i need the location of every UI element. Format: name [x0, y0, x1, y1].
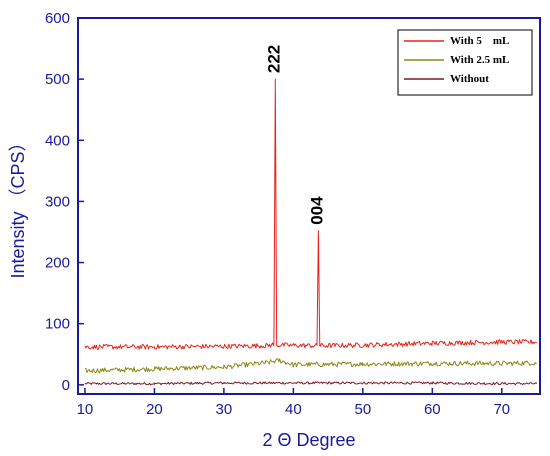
- x-tick-label: 40: [285, 401, 302, 418]
- series-lines: 222 004: [84, 45, 537, 386]
- y-tick-label: 200: [45, 255, 70, 272]
- y-tick-label: 600: [45, 10, 70, 27]
- y-axis-title: Intensity （CPS）: [8, 133, 28, 278]
- x-axis-title: 2 Θ Degree: [262, 430, 355, 450]
- y-tick-label: 400: [45, 132, 70, 149]
- y-tick-label: 500: [45, 71, 70, 88]
- legend-label: Without: [450, 73, 489, 85]
- y-tick-label: 100: [45, 316, 70, 333]
- x-tick-label: 70: [493, 401, 510, 418]
- peak-label: 004: [307, 196, 326, 225]
- legend-label: With 2.5 mL: [450, 54, 509, 66]
- x-tick-label: 10: [77, 401, 94, 418]
- legend: With 5 mL With 2.5 mL Without: [397, 29, 533, 96]
- x-tick-label: 20: [146, 401, 163, 418]
- x-tick-label: 30: [216, 401, 233, 418]
- y-tick-label: 0: [62, 377, 70, 394]
- plot-frame: [77, 17, 541, 395]
- series-line: [84, 381, 537, 386]
- series-line: [84, 358, 537, 374]
- y-tick-label: 300: [45, 193, 70, 210]
- x-tick-label: 60: [424, 401, 441, 418]
- series-line: [84, 78, 537, 350]
- legend-label: With 5 mL: [450, 35, 509, 47]
- x-tick-label: 50: [354, 401, 371, 418]
- axis-ticks: 10 20 30 40 50 60 70 0 100 200 300 400 500 600: [45, 10, 510, 418]
- peak-label: 222: [264, 45, 283, 73]
